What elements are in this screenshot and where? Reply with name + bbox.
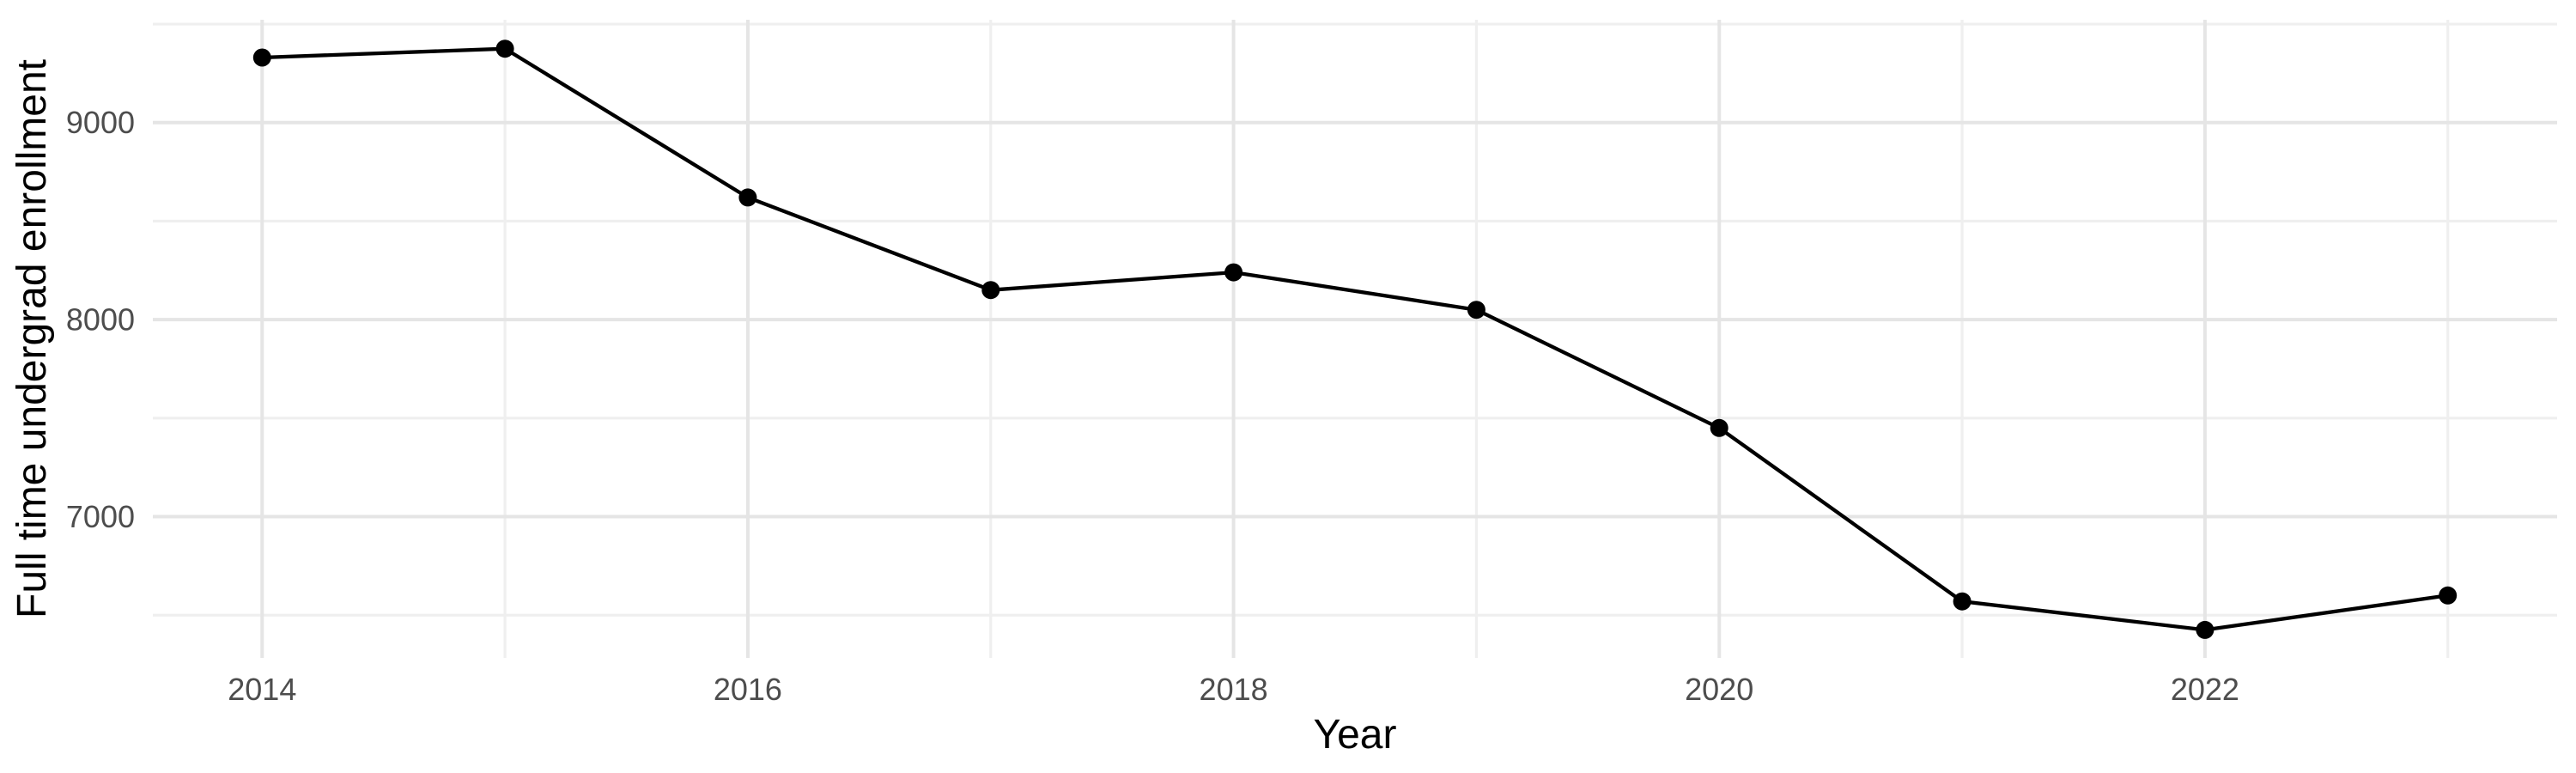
y-tick-label-8000: 8000 bbox=[66, 302, 135, 338]
data-point-2021 bbox=[1953, 592, 1971, 611]
data-point-2018 bbox=[1224, 263, 1243, 282]
data-point-2023 bbox=[2439, 586, 2458, 605]
y-axis-title: Full time undergrad enrollment bbox=[9, 59, 55, 618]
data-point-2015 bbox=[495, 40, 514, 58]
gridlines-minor bbox=[153, 20, 2557, 658]
x-tick-label-2020: 2020 bbox=[1685, 672, 1753, 707]
gridlines-major bbox=[153, 20, 2557, 658]
y-tick-label-7000: 7000 bbox=[66, 499, 135, 534]
data-points bbox=[252, 40, 2458, 639]
x-tick-labels: 2014 2016 2018 2020 2022 bbox=[228, 672, 2239, 707]
x-tick-label-2018: 2018 bbox=[1200, 672, 1268, 707]
data-point-2019 bbox=[1467, 301, 1485, 320]
x-tick-label-2022: 2022 bbox=[2171, 672, 2239, 707]
data-point-2020 bbox=[1710, 418, 1728, 437]
enrollment-line bbox=[262, 46, 2449, 632]
data-point-2017 bbox=[981, 281, 1000, 300]
data-point-2022 bbox=[2196, 620, 2215, 639]
y-tick-labels: 7000 8000 9000 bbox=[66, 105, 135, 534]
y-tick-label-9000: 9000 bbox=[66, 105, 135, 140]
x-tick-label-2014: 2014 bbox=[228, 672, 296, 707]
x-tick-label-2016: 2016 bbox=[714, 672, 782, 707]
data-point-2014 bbox=[252, 48, 271, 67]
data-point-2016 bbox=[738, 188, 757, 207]
x-axis-title: Year bbox=[1314, 712, 1397, 758]
